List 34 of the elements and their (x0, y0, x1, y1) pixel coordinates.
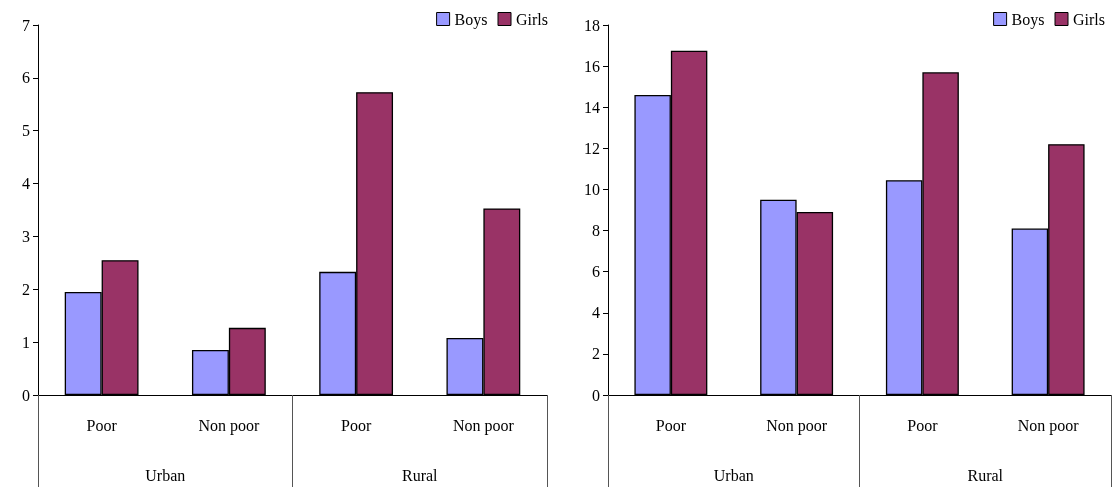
y-tick-label: 7 (22, 16, 30, 34)
y-tick-label: 1 (22, 333, 30, 351)
y-tick-label: 4 (22, 175, 30, 193)
legend-label: Girls (516, 10, 548, 28)
y-tick-label: 8 (592, 222, 600, 240)
y-tick-label: 2 (22, 280, 30, 298)
y-tick-label: 3 (22, 227, 30, 245)
x-tick-label: Poor (655, 416, 687, 434)
y-tick-label: 2 (592, 345, 600, 363)
x-tick-label: Non poor (1017, 416, 1080, 435)
legend-label: Boys (1011, 10, 1045, 29)
text: Rural (401, 466, 439, 484)
y-tick-label: 6 (22, 69, 30, 87)
x-tick-label: Poor (907, 416, 939, 434)
y-tick-label: 16 (584, 57, 600, 75)
x-tick-label: Non poor (766, 416, 828, 435)
x-tick-label: Poor (86, 416, 118, 434)
y-tick-label: 5 (22, 122, 30, 140)
y-tick-label: 0 (592, 386, 600, 404)
y-tick-label: 6 (592, 263, 600, 281)
y-tick-label: 18 (584, 16, 600, 34)
legend-label: Boys (454, 10, 488, 29)
legend-label: Girls (1073, 10, 1105, 28)
text: Urban (713, 466, 754, 484)
x-tick-label: Poor (341, 416, 372, 434)
y-tick-label: 14 (584, 98, 600, 116)
x-tick-label: Non poor (198, 416, 260, 435)
y-tick-label: 4 (592, 304, 600, 322)
text: Urban (145, 466, 186, 484)
y-tick-label: 10 (584, 180, 600, 198)
y-tick-label: 0 (22, 386, 30, 404)
x-tick-label: Non poor (452, 416, 515, 435)
text: Rural (967, 466, 1004, 484)
y-tick-label: 12 (584, 139, 600, 157)
